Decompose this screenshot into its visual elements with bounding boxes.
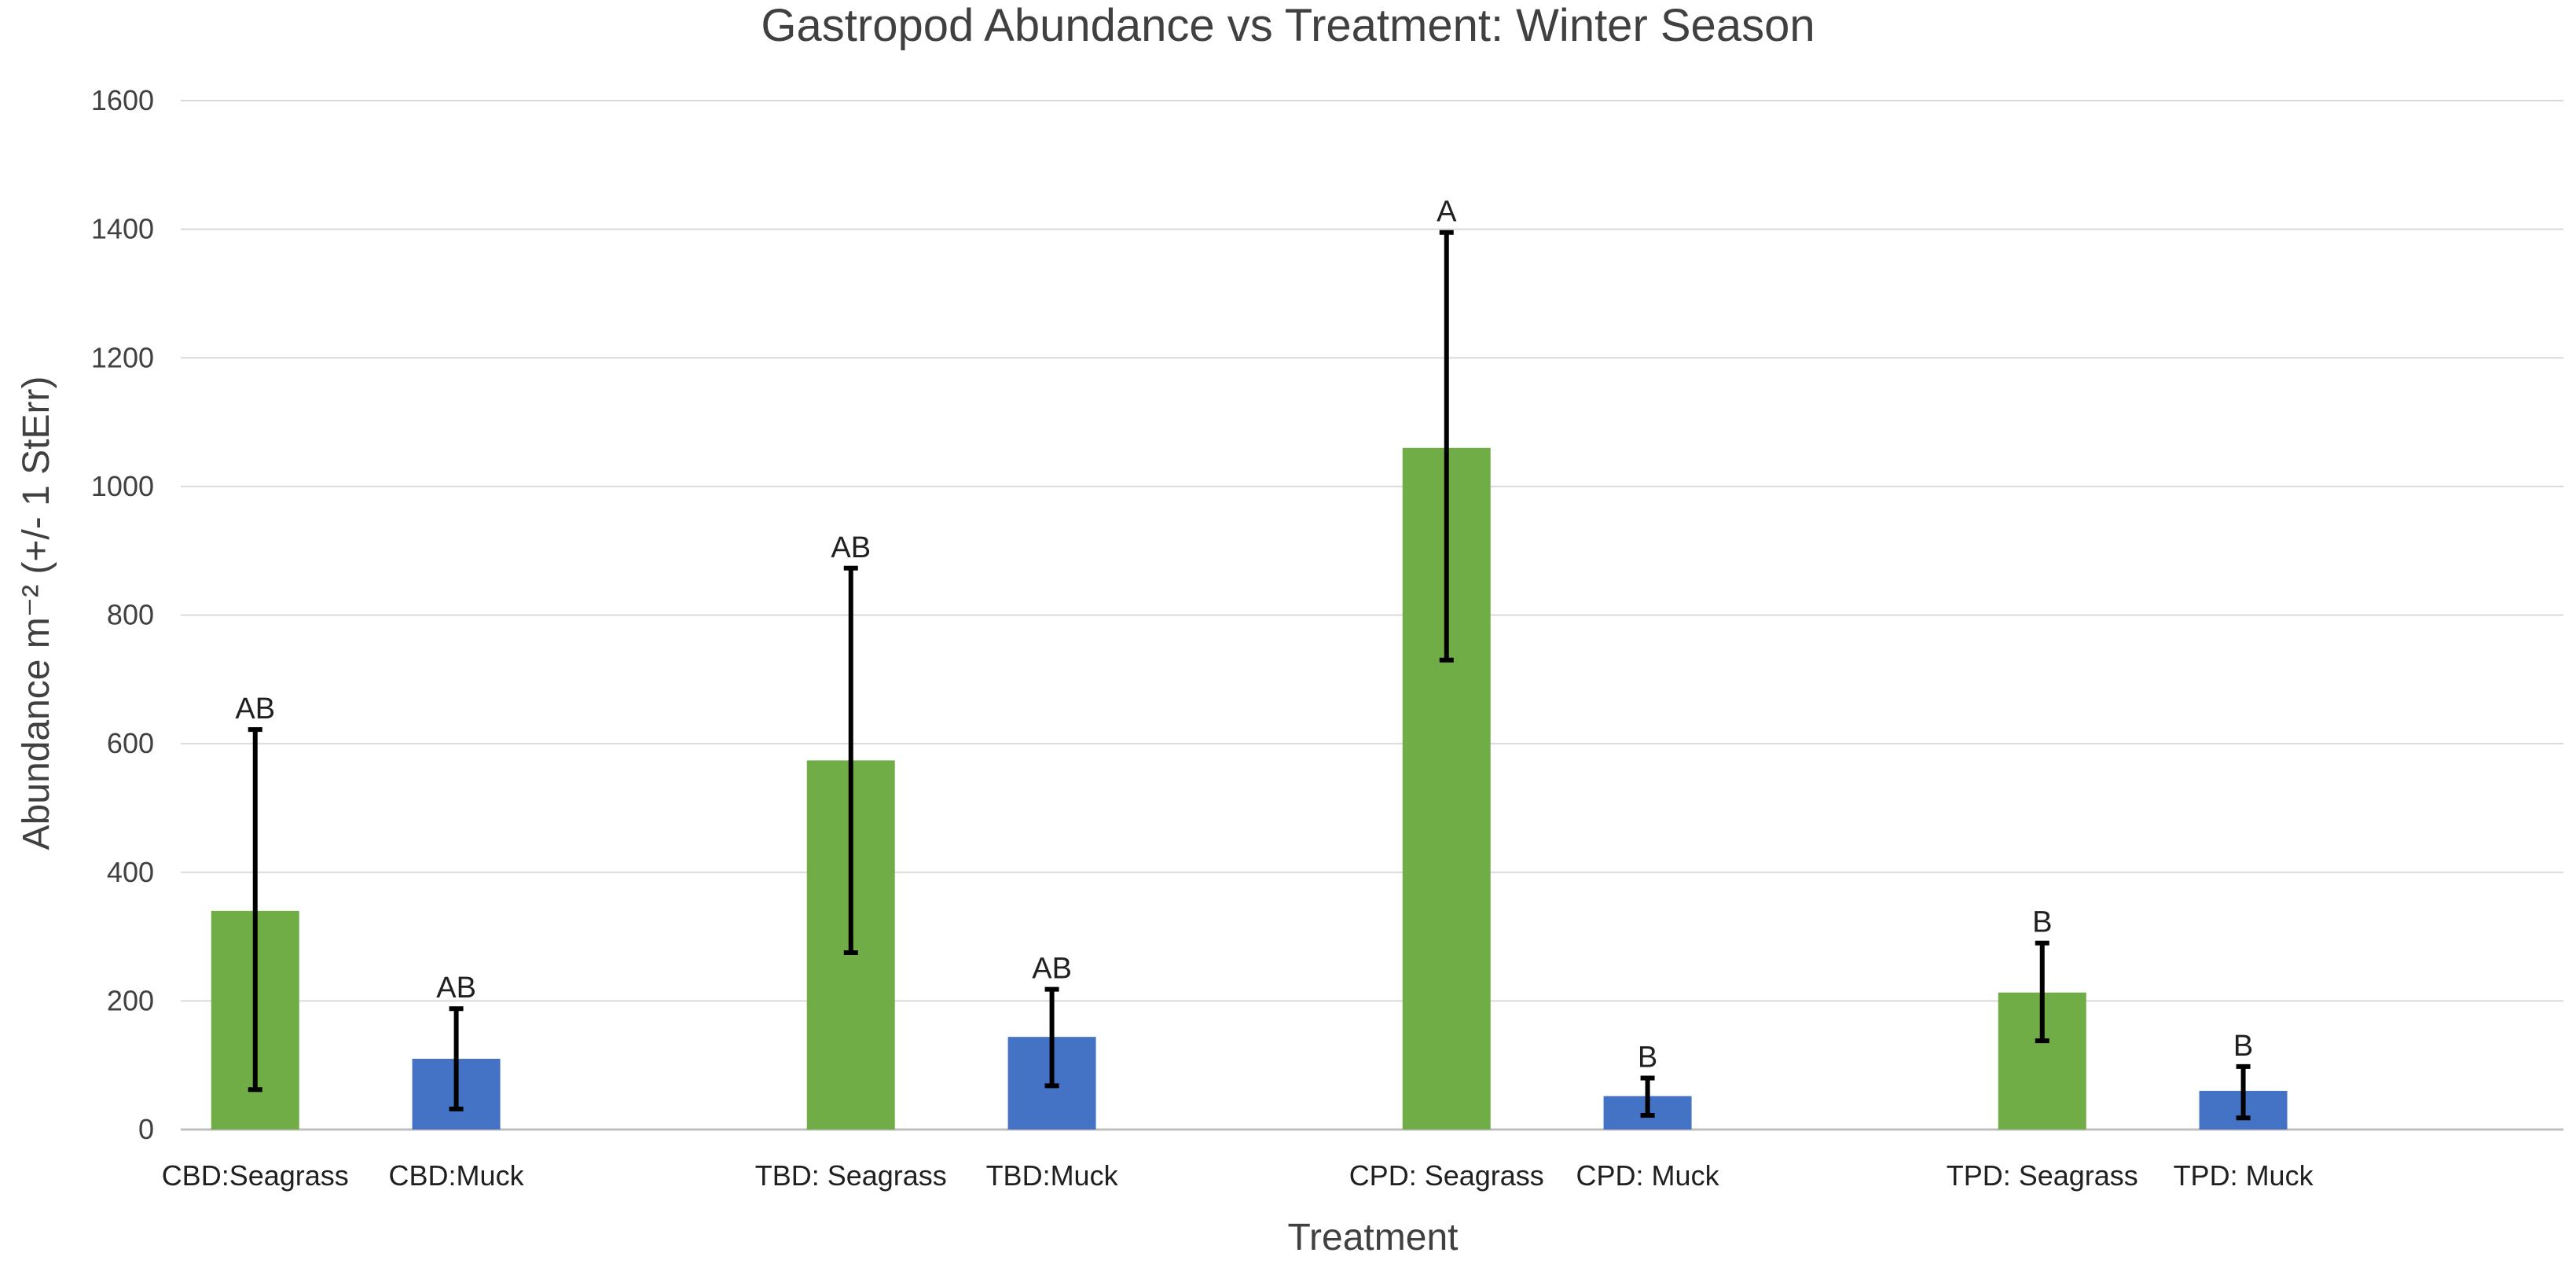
category-label: CPD: Seagrass: [1349, 1159, 1544, 1192]
category-label: TPD: Muck: [2174, 1159, 2314, 1192]
y-tick-label: 600: [107, 727, 154, 759]
significance-label: AB: [235, 692, 275, 725]
category-label: CPD: Muck: [1576, 1159, 1720, 1192]
significance-label: AB: [831, 531, 871, 564]
y-tick-label: 400: [107, 856, 154, 888]
y-axis-title: Abundance m⁻² (+/- 1 StErr): [16, 377, 57, 850]
y-tick-label: 200: [107, 984, 154, 1016]
category-label: CBD:Seagrass: [162, 1159, 349, 1192]
y-tick-label: 1400: [91, 213, 154, 245]
significance-label: AB: [1032, 953, 1072, 986]
bars: [211, 447, 2288, 1130]
category-label: CBD:Muck: [389, 1159, 525, 1192]
y-tick-label: 800: [107, 599, 154, 631]
category-label: TBD: Seagrass: [755, 1159, 947, 1192]
significance-label: B: [1638, 1041, 1657, 1074]
significance-label: A: [1437, 196, 1457, 229]
y-tick-label: 0: [138, 1113, 154, 1145]
significance-label: B: [2032, 906, 2052, 939]
y-axis-ticks: 0 200 400 600 800 1000 1200 1400 1600: [91, 84, 154, 1145]
y-tick-label: 1200: [91, 341, 154, 373]
gridlines: [181, 100, 2563, 1002]
category-labels: CBD:Seagrass CBD:Muck TBD: Seagrass TBD:Muc…: [162, 1159, 2314, 1192]
category-label: TBD:Muck: [986, 1159, 1119, 1192]
chart-title: Gastropod Abundance vs Treatment: Winter…: [761, 0, 1815, 51]
significance-label: B: [2233, 1030, 2253, 1063]
category-label: TPD: Seagrass: [1947, 1159, 2138, 1192]
significance-label: AB: [436, 972, 476, 1005]
y-tick-label: 1000: [91, 470, 154, 502]
y-tick-label: 1600: [91, 84, 154, 116]
x-axis-title: Treatment: [1288, 1217, 1459, 1258]
error-bars: [248, 230, 2251, 1121]
